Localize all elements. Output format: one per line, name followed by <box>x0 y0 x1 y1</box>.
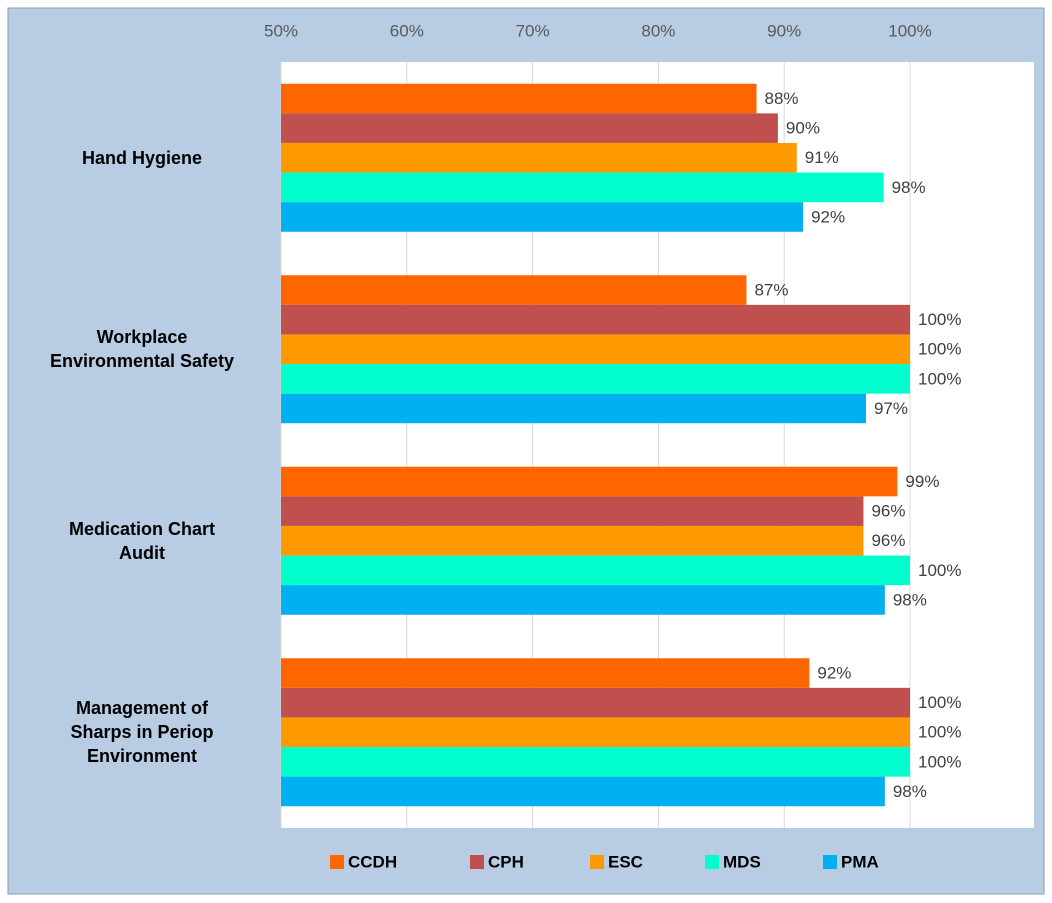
legend-swatch <box>590 855 604 869</box>
data-label: 87% <box>754 281 788 300</box>
data-label: 88% <box>765 89 799 108</box>
bar <box>281 555 910 586</box>
bar <box>281 687 910 718</box>
x-tick-label: 70% <box>516 21 550 40</box>
x-tick-label: 100% <box>888 21 931 40</box>
bar <box>281 334 910 365</box>
bar <box>281 275 747 305</box>
bar <box>281 142 797 173</box>
x-tick-label: 60% <box>390 21 424 40</box>
bar <box>281 202 804 232</box>
data-label: 96% <box>871 502 905 521</box>
bar <box>281 585 885 615</box>
data-label: 100% <box>918 723 961 742</box>
data-label: 100% <box>918 340 961 359</box>
legend-swatch <box>705 855 719 869</box>
legend-label: PMA <box>841 852 879 871</box>
x-tick-label: 90% <box>767 21 801 40</box>
bar <box>281 364 910 394</box>
data-label: 100% <box>918 752 961 771</box>
data-label: 100% <box>918 310 961 329</box>
data-label: 98% <box>892 178 926 197</box>
bar <box>281 496 864 526</box>
legend-swatch <box>823 855 837 869</box>
data-label: 96% <box>871 531 905 550</box>
data-label: 100% <box>918 369 961 388</box>
legend-swatch <box>470 855 484 869</box>
data-label: 91% <box>805 148 839 167</box>
data-label: 100% <box>918 693 961 712</box>
data-label: 98% <box>893 590 927 609</box>
category-label: Medication Chart Audit <box>68 518 215 563</box>
legend-label: MDS <box>723 852 761 871</box>
bar <box>281 525 864 556</box>
bar <box>281 83 757 114</box>
data-label: 92% <box>817 664 851 683</box>
legend-label: CPH <box>488 852 524 871</box>
data-label: 99% <box>905 472 939 491</box>
data-label: 92% <box>811 207 845 226</box>
category-label: Hand Hygiene <box>81 147 203 168</box>
data-label: 90% <box>786 119 820 138</box>
data-label: 97% <box>874 399 908 418</box>
data-label: 100% <box>918 561 961 580</box>
legend-label: CCDH <box>348 852 397 871</box>
bar <box>281 658 810 688</box>
bar <box>281 304 910 335</box>
category-label: Workplace Environmental Safety <box>49 327 235 372</box>
bar <box>281 172 884 203</box>
x-tick-label: 80% <box>641 21 675 40</box>
x-tick-label: 50% <box>264 21 298 40</box>
data-label: 98% <box>893 782 927 801</box>
category-label: Management of Sharps in Periop Environme… <box>70 698 214 767</box>
bar <box>281 466 898 497</box>
bar <box>281 776 885 807</box>
bar <box>281 393 866 424</box>
bar <box>281 747 910 777</box>
bar <box>281 113 778 143</box>
legend-swatch <box>330 855 344 869</box>
bar <box>281 717 910 748</box>
legend-label: ESC <box>608 852 643 871</box>
